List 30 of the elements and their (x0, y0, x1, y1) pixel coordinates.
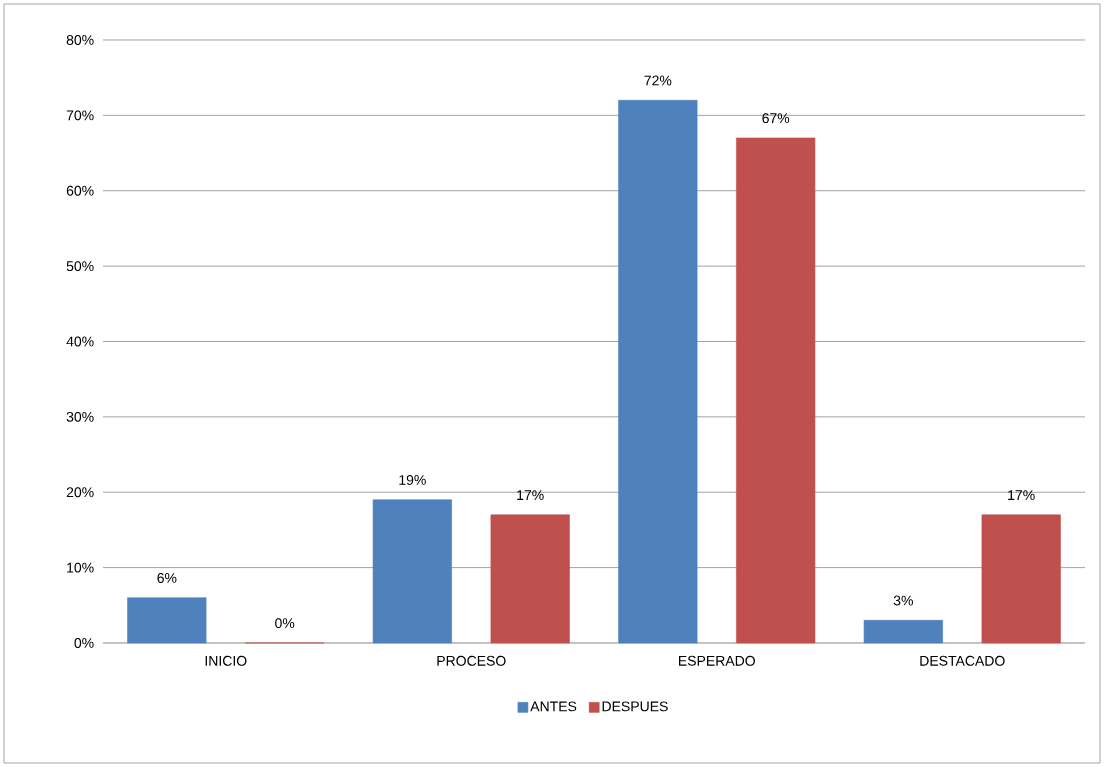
data-label: 17% (1008, 490, 1035, 500)
legend-label: DESPUES (602, 701, 668, 712)
y-tick-label: 70% (66, 110, 94, 121)
y-tick-label: 30% (66, 411, 94, 422)
y-tick-label: 10% (67, 562, 94, 573)
y-tick-label: 20% (66, 487, 94, 498)
x-tick-label: PROCESO (437, 655, 506, 666)
bar (127, 597, 207, 644)
data-label: 0% (275, 618, 295, 629)
data-label: 19% (399, 474, 426, 485)
x-tick-label: ESPERADO (679, 655, 755, 666)
bar (863, 620, 943, 644)
data-label: 67% (762, 113, 790, 124)
y-tick-label: 50% (66, 261, 94, 272)
x-tick-label: DESTACADO (920, 655, 1005, 666)
legend-label: ANTES (530, 701, 577, 712)
y-tick-label: 60% (66, 185, 94, 196)
y-tick-label: 40% (66, 336, 94, 347)
data-label: 72% (644, 75, 672, 86)
bar (490, 514, 570, 644)
bar (372, 499, 452, 644)
x-tick-label: INICIO (205, 655, 247, 666)
data-label: 6% (157, 572, 177, 583)
y-tick-label: 0% (74, 638, 94, 648)
bar (981, 514, 1061, 644)
bar (736, 137, 816, 644)
data-label: 17% (517, 490, 544, 500)
bar (618, 99, 698, 644)
y-tick-label: 80% (66, 35, 94, 45)
data-label: 3% (893, 595, 913, 606)
